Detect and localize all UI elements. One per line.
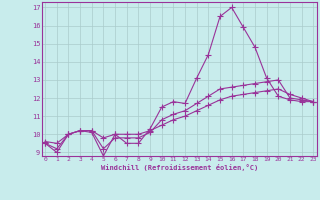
X-axis label: Windchill (Refroidissement éolien,°C): Windchill (Refroidissement éolien,°C) [100,164,258,171]
